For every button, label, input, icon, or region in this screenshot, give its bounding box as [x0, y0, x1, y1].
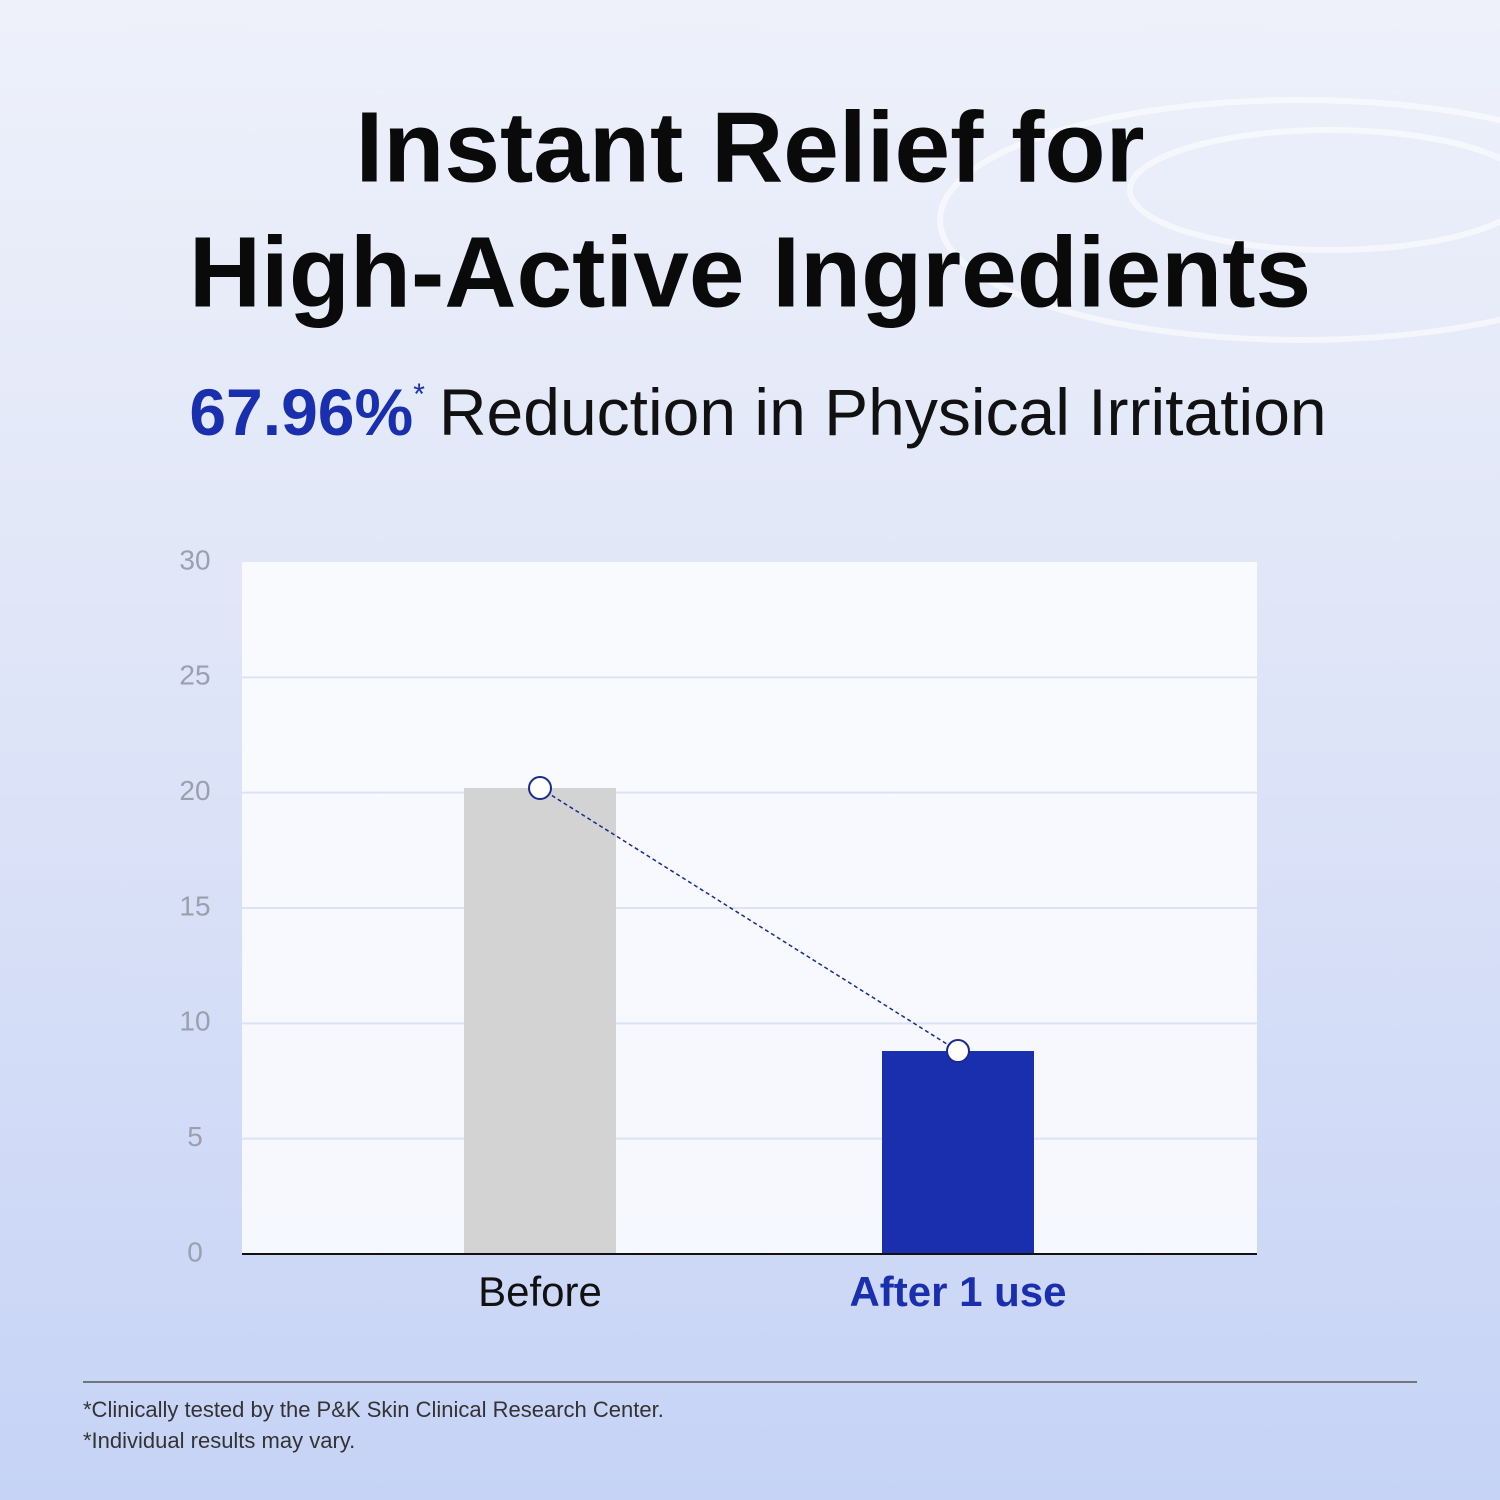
value-marker [946, 1039, 970, 1064]
footnote: *Individual results may vary. [83, 1428, 355, 1453]
subtitle-highlight: 67.96% [189, 375, 413, 449]
y-tick-label: 30 [179, 544, 210, 575]
x-tick-label: Before [478, 1268, 602, 1315]
chart: 0 5 10 15 20 25 30 Before After 1 use [179, 544, 1257, 1315]
subtitle-mark: * [413, 378, 425, 411]
title-line: High-Active Ingredients [189, 216, 1311, 328]
bar [464, 788, 616, 1254]
x-tick-label: After 1 use [849, 1268, 1066, 1315]
y-tick-label: 20 [179, 775, 210, 806]
connector-line [539, 787, 959, 1052]
subtitle-text: Reduction in Physical Irritation [439, 375, 1327, 449]
water-ripple [937, 97, 1500, 343]
title-line: Instant Relief for [356, 91, 1145, 203]
y-tick-label: 25 [179, 660, 210, 691]
footnote: *Clinically tested by the P&K Skin Clini… [83, 1397, 664, 1422]
subtitle: 67.96%* Reduction in Physical Irritation [189, 375, 1326, 449]
value-marker [528, 776, 552, 801]
y-tick-label: 0 [187, 1236, 203, 1267]
y-tick-label: 15 [179, 890, 210, 921]
y-tick-label: 5 [187, 1121, 203, 1152]
y-tick-label: 10 [179, 1006, 210, 1037]
bar [882, 1051, 1034, 1254]
